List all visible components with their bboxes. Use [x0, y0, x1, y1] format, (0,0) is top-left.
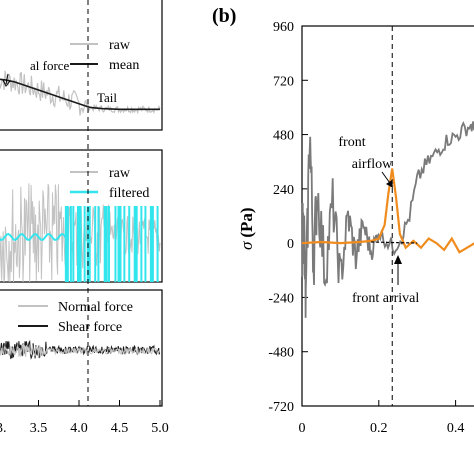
b-y-tick-label: -240 — [268, 291, 294, 306]
panel-a-top-frame — [0, 0, 163, 131]
legend-raw-label: raw — [109, 38, 131, 53]
a-top-raw-line — [0, 70, 161, 116]
annotation-tail: Tail — [97, 90, 117, 105]
annotation-front-2: airflow — [352, 157, 393, 172]
b-filtered-series — [301, 168, 474, 254]
a-bottom-x-ticks: 3.5 4.0 4.5 5.0 — [30, 400, 169, 436]
annotation-arrowhead — [2, 79, 11, 87]
legend-filtered-label: filtered — [109, 186, 149, 201]
b-x-tick-label: 0 — [299, 421, 306, 436]
b-y-axis-label: σ (Pa) — [237, 207, 256, 250]
panel-a-bottom: Normal force Shear force 3.5 4.0 4.5 5.0 3. — [0, 289, 169, 436]
b-x-tick-label: 0.4 — [447, 421, 465, 436]
a-x-tick-label: 3.5 — [30, 421, 48, 436]
legend-shear-label: Shear force — [58, 320, 122, 335]
annotation-airflow-arrowhead — [386, 180, 393, 188]
b-x-tick-label: 0.2 — [370, 421, 388, 436]
a-x-tick-label: 4.5 — [111, 421, 129, 436]
panel-b-label: (b) — [212, 5, 236, 27]
panel-a-bottom-frame — [0, 289, 163, 407]
a-bottom-shear-line — [0, 339, 161, 360]
panel-a-top: al force Tail raw mean — [0, 0, 163, 131]
a-top-raw-series — [0, 70, 161, 116]
b-y-tick-label: 960 — [273, 20, 294, 35]
annotation-front-1: front — [338, 135, 365, 150]
b-dashed-series — [371, 241, 418, 244]
a-middle-filtered-line — [0, 232, 68, 242]
b-y-ticks: -720 -480 -240 0 240 480 720 960 — [268, 20, 308, 415]
a-bottom-normal-line — [0, 343, 161, 358]
panel-a-middle: raw filtered — [0, 149, 163, 283]
annotation-arrival-arrowhead — [394, 255, 402, 264]
annotation-front-arrival: front arrival — [352, 291, 419, 306]
a-middle-filtered-series — [64, 206, 159, 282]
b-y-tick-label: 240 — [273, 183, 294, 198]
b-x-ticks: 0 0.2 0.4 — [299, 400, 465, 436]
b-y-tick-label: -720 — [268, 400, 294, 415]
legend-mean-label: mean — [109, 58, 139, 73]
a-bottom-force-series — [0, 339, 161, 360]
b-y-axis-symbol: σ — [237, 241, 256, 250]
a-x-tick-label: 4.0 — [70, 421, 88, 436]
b-y-tick-label: 0 — [287, 237, 294, 252]
legend-normal-label: Normal force — [58, 300, 133, 315]
x-tick-label-partial: 3. — [0, 421, 7, 436]
a-x-tick-label: 5.0 — [151, 421, 169, 436]
annotation-arrow — [5, 73, 9, 85]
b-y-tick-label: 720 — [273, 74, 294, 89]
a-top-mean-series — [0, 78, 160, 111]
legend-middle-bg — [62, 158, 158, 202]
b-y-tick-label: 480 — [273, 129, 294, 144]
annotation-normal-force: al force — [30, 58, 70, 73]
b-y-tick-label: -480 — [268, 346, 294, 361]
legend-middle-raw-label: raw — [109, 166, 131, 181]
panel-b-frame — [301, 25, 474, 407]
b-y-axis-unit: (Pa) — [237, 207, 256, 237]
b-raw-series — [301, 121, 474, 318]
